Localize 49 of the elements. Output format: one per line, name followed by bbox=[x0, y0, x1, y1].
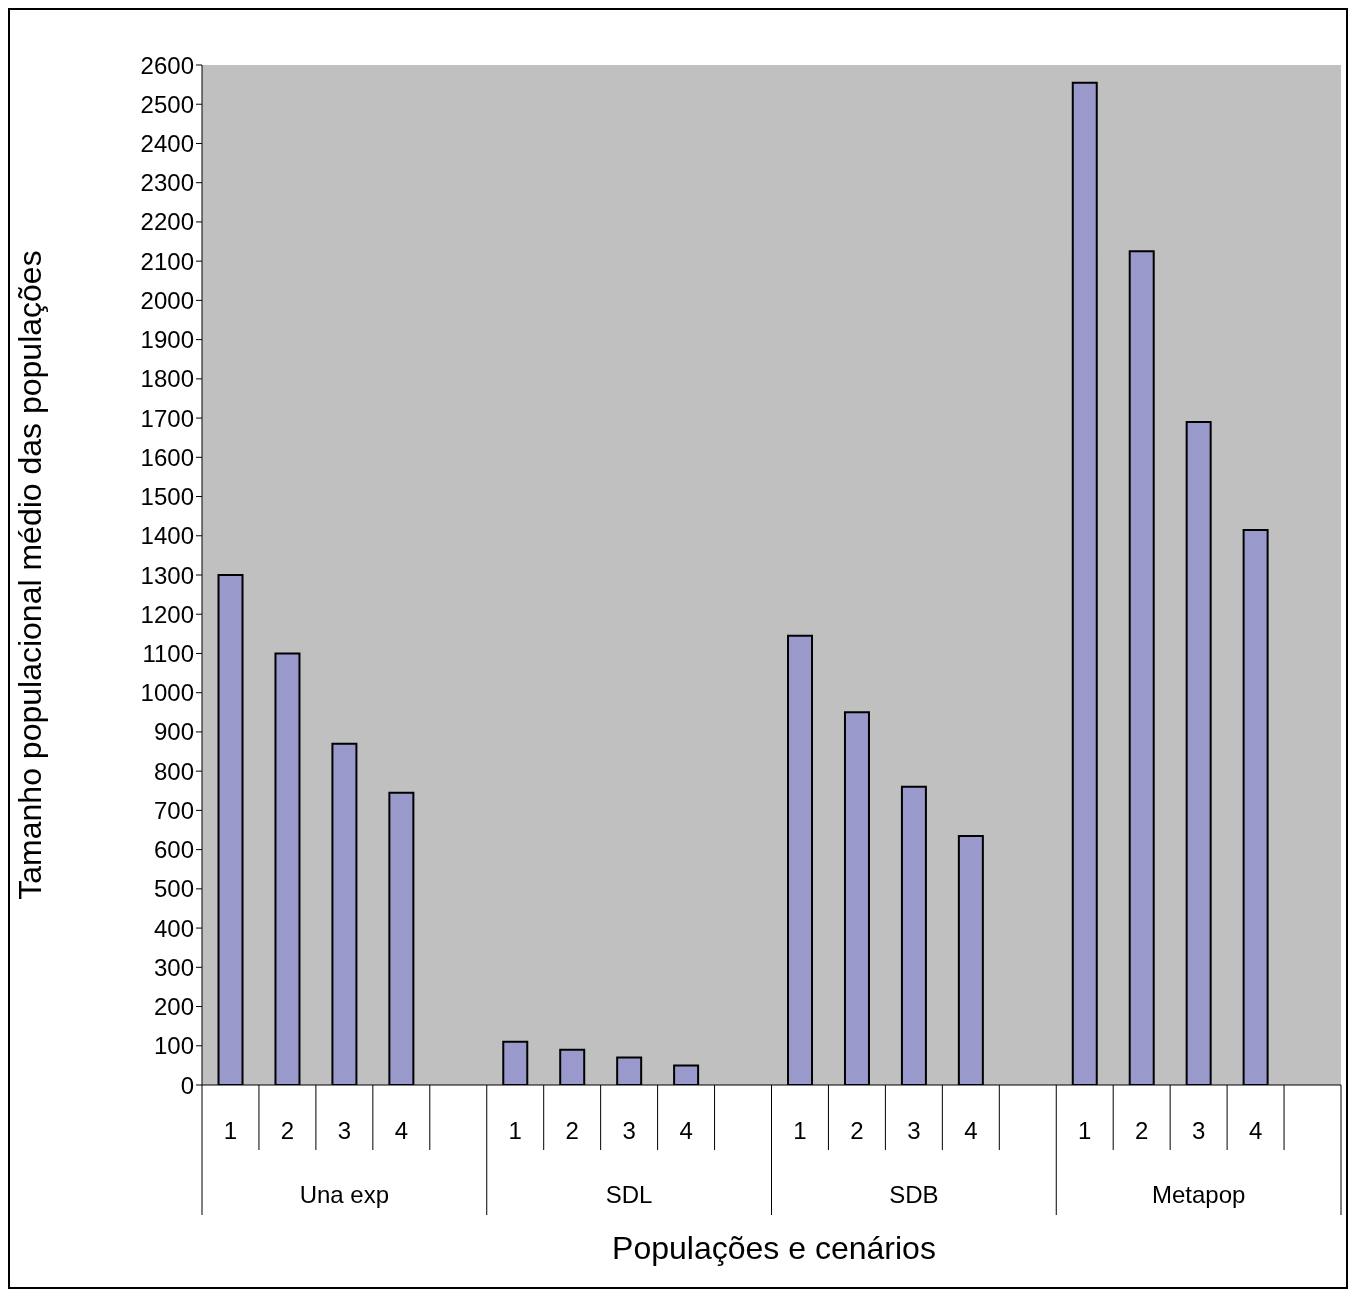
x-tick-label: 2 bbox=[280, 1117, 295, 1144]
y-tick-label: 300 bbox=[153, 953, 194, 981]
text: Metapop bbox=[1151, 1181, 1246, 1208]
y-tick-label: 500 bbox=[153, 875, 194, 903]
x-tick-label: 3 bbox=[622, 1117, 636, 1144]
x-axis-title: Populações e cenários bbox=[611, 1229, 937, 1268]
y-tick-label: 0 bbox=[180, 1071, 194, 1099]
y-tick-label: 1900 bbox=[140, 326, 194, 354]
y-tick-label: 1400 bbox=[140, 522, 194, 550]
y-tick-label: 2200 bbox=[140, 208, 194, 236]
x-tick-label: 4 bbox=[679, 1117, 693, 1144]
x-tick-label: 2 bbox=[565, 1117, 579, 1144]
x-tick-label: 4 bbox=[964, 1117, 978, 1144]
y-tick-label: 2300 bbox=[140, 169, 194, 197]
x-tick-label: 2 bbox=[850, 1117, 864, 1144]
x-tick-label: 1 bbox=[1078, 1117, 1092, 1144]
x-tick-label: 3 bbox=[1191, 1117, 1206, 1144]
y-tick-label: 100 bbox=[153, 1032, 194, 1060]
y-tick-label: 2400 bbox=[140, 129, 194, 157]
y-tick-label: 1200 bbox=[140, 600, 194, 628]
y-tick-label: 200 bbox=[153, 993, 194, 1021]
y-tick-label: 1000 bbox=[140, 679, 194, 707]
x-tick-label: 1 bbox=[793, 1117, 807, 1144]
x-tick-label: 3 bbox=[337, 1117, 352, 1144]
y-tick-label: 800 bbox=[153, 757, 194, 785]
x-tick-label: 2 bbox=[1135, 1117, 1149, 1144]
y-tick-label: 1300 bbox=[140, 561, 194, 589]
y-tick-label: 1100 bbox=[142, 639, 194, 667]
y-tick-label: 1600 bbox=[140, 443, 194, 471]
y-tick-label: 2600 bbox=[140, 51, 194, 79]
x-tick-label: 3 bbox=[907, 1117, 921, 1144]
y-tick-label: 600 bbox=[153, 836, 194, 864]
y-axis-title: Tamanho populacional médio das populações bbox=[12, 250, 49, 900]
y-tick-label: 400 bbox=[153, 914, 194, 942]
x-tick-label: 1 bbox=[508, 1117, 522, 1144]
text: Una exp bbox=[299, 1181, 390, 1208]
text: SDL bbox=[605, 1181, 653, 1208]
x-tick-label: 4 bbox=[394, 1117, 408, 1144]
y-tick-label: 1800 bbox=[140, 365, 194, 393]
y-tick-label: 700 bbox=[153, 796, 194, 824]
y-tick-label: 900 bbox=[153, 718, 194, 746]
y-tick-label: 1500 bbox=[140, 483, 194, 511]
y-tick-label: 2100 bbox=[140, 247, 194, 275]
y-tick-label: 2000 bbox=[140, 286, 194, 314]
text: SDB bbox=[889, 1181, 939, 1208]
y-tick-label: 2500 bbox=[140, 90, 194, 118]
y-tick-label: 1700 bbox=[140, 404, 194, 432]
x-tick-label: 1 bbox=[223, 1117, 238, 1144]
x-tick-label: 4 bbox=[1248, 1117, 1263, 1144]
